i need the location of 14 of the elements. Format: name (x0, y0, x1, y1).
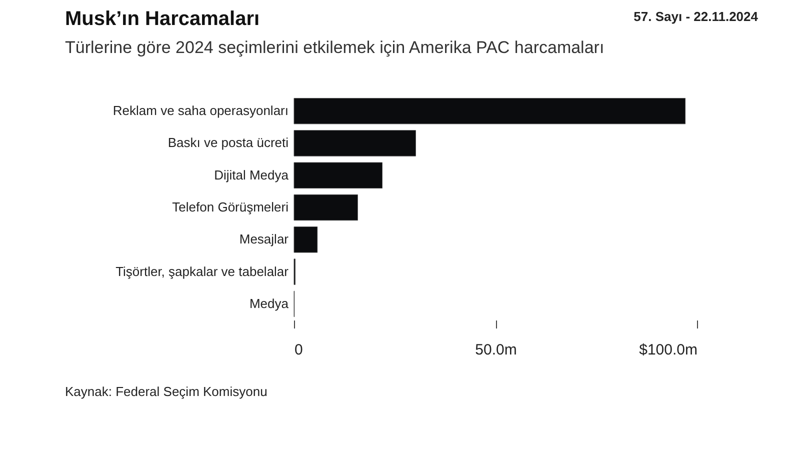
y-tick-label: Mesajlar (239, 232, 290, 247)
y-tick-label: Dijital Medya (214, 167, 290, 182)
y-tick-label: Telefon Görüşmeleri (172, 200, 289, 214)
text: 57. Sayı - 22.11.2024 (634, 9, 759, 24)
y-tick-label: Reklam ve saha operasyonları (112, 103, 288, 118)
chart-title: Musk’ın Harcamaları (65, 8, 260, 30)
chart-subtitle: Türlerine göre 2024 seçimlerini etkilemek için Amerika PAC harcamaları (65, 38, 604, 57)
y-tick-label: Tişörtler, şapkalar ve tabelalar (116, 264, 290, 279)
y-tick-label: Baskı ve posta ücreti (168, 135, 289, 150)
x-tick-label: $100.0m (639, 342, 698, 358)
x-tick-label: 0 (294, 342, 303, 358)
x-tick-label: 50.0m (475, 342, 517, 358)
text: Kaynak: Federal Seçim Komisyonu (65, 384, 268, 399)
y-tick-label: Medya (249, 296, 290, 311)
